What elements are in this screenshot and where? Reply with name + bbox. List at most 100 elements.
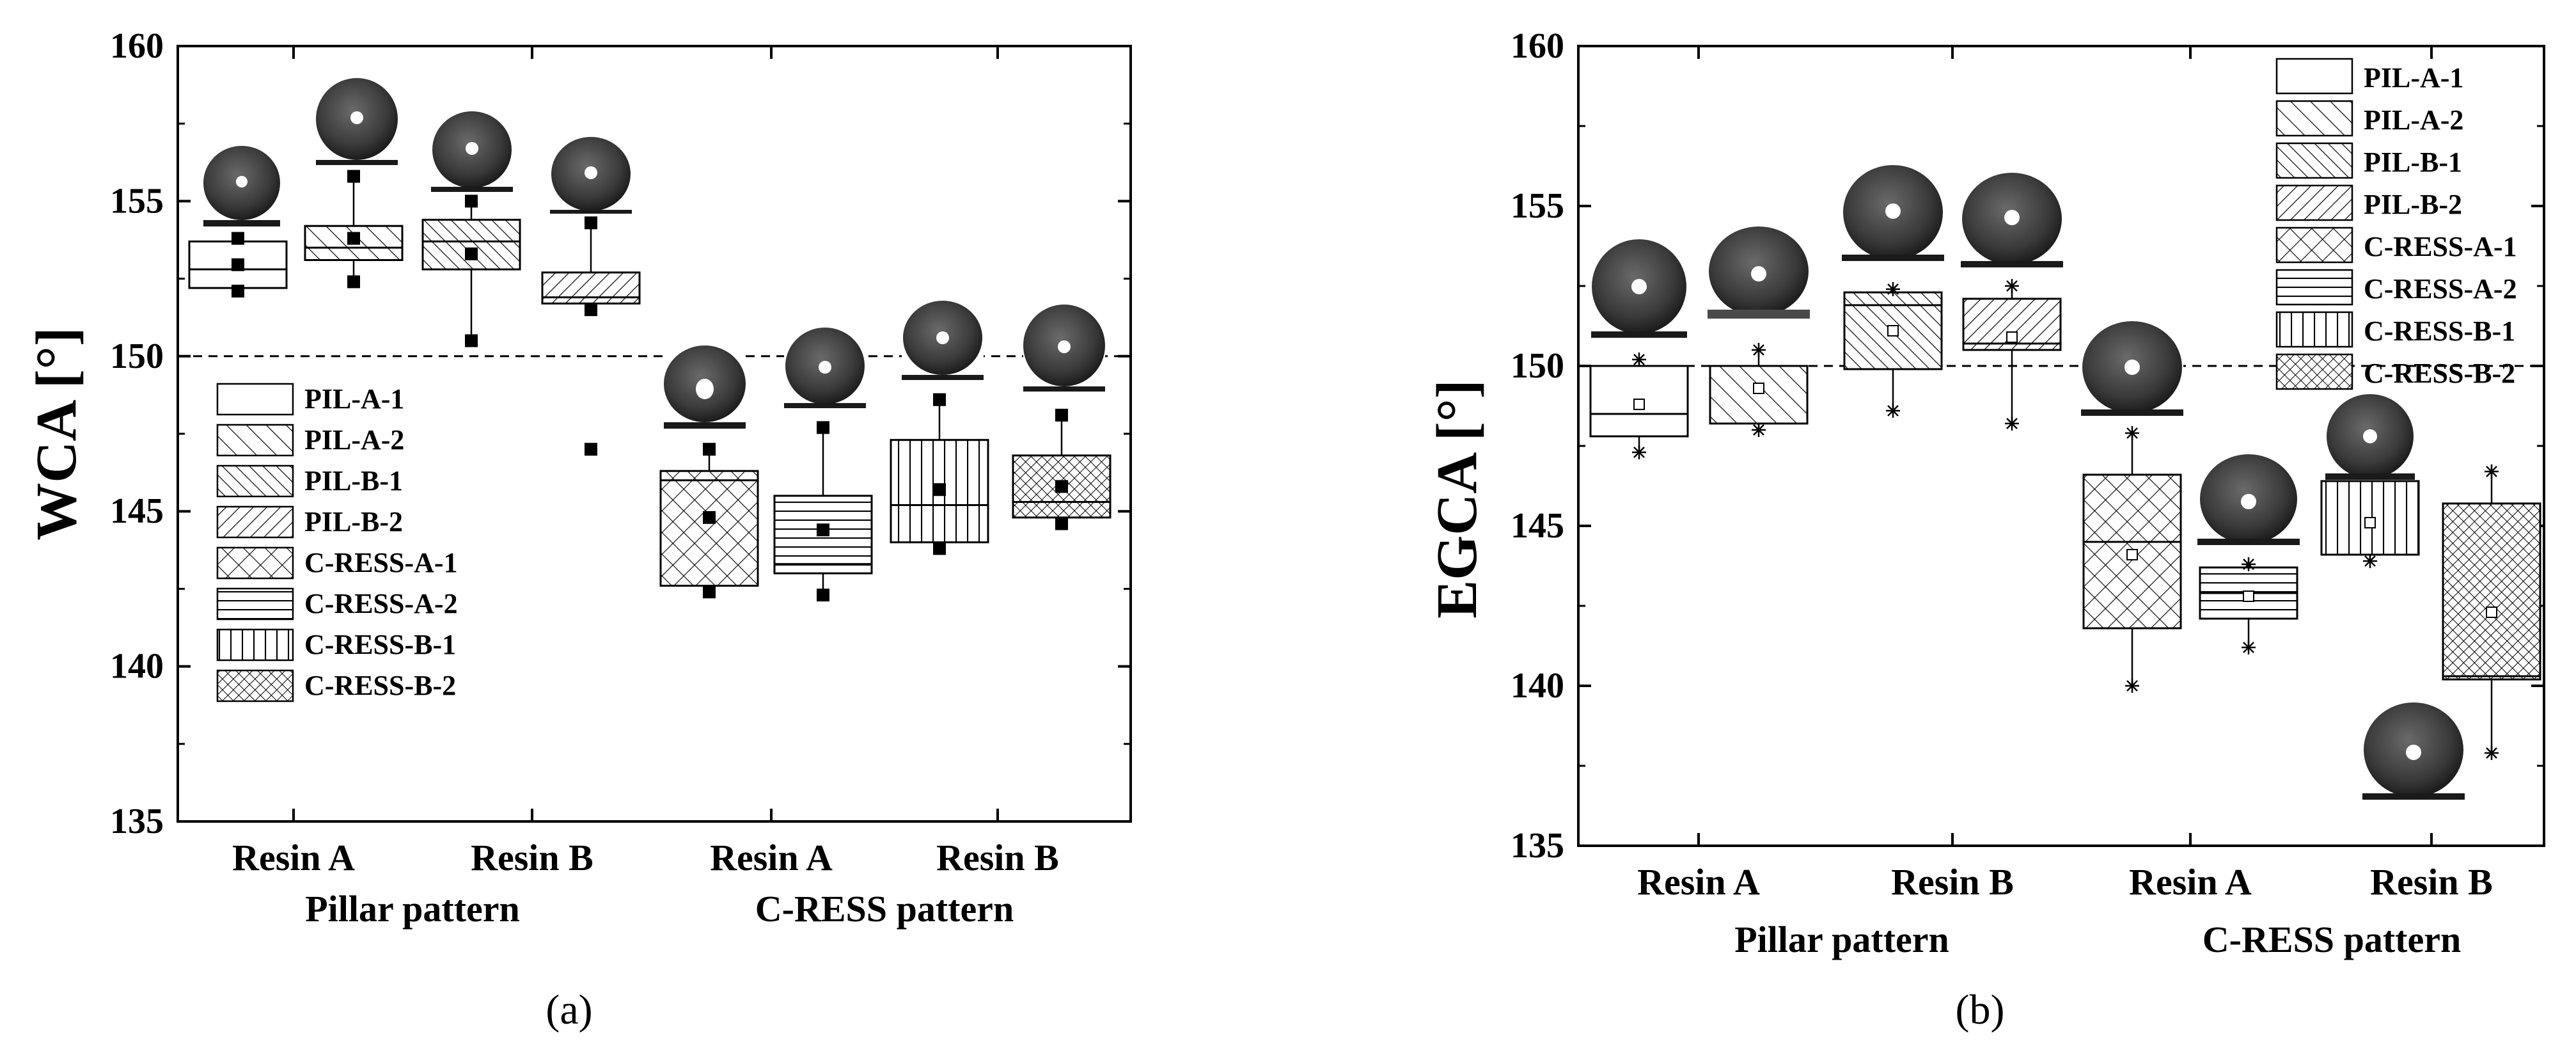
outlier-marker (1632, 445, 1646, 459)
y-tick-label: 160 (1511, 26, 1564, 66)
droplet-image (1961, 171, 2063, 267)
box-pil-a-2 (304, 170, 404, 289)
box-pil-b-2 (541, 216, 641, 456)
y-tick-label: 135 (110, 802, 164, 841)
outlier-marker (817, 421, 829, 434)
outlier-stroke (2126, 427, 2138, 439)
outlier-marker (933, 542, 946, 555)
mean-marker (2006, 331, 2018, 343)
legend-swatch (2275, 269, 2353, 306)
y-axis: 135 140 145 150 155 160 (110, 26, 1131, 841)
outlier-stroke (1633, 354, 1645, 365)
outlier-marker (2242, 557, 2256, 571)
droplet-image (2325, 393, 2415, 480)
x-category-label: Resin A (710, 837, 833, 878)
legend-label: PIL-B-1 (304, 465, 403, 496)
legend-swatch (216, 628, 294, 662)
panel-label: (a) (546, 987, 592, 1033)
box-pil-a-1 (1589, 353, 1689, 459)
legend-swatch (2275, 142, 2353, 179)
legend-label: C-RESS-A-2 (2364, 273, 2517, 305)
droplet-image (1023, 303, 1105, 393)
outlier-stroke (2006, 280, 2018, 292)
box-pil-b-1 (421, 194, 521, 347)
outlier-stroke (2126, 680, 2138, 692)
box-c-ress-a-1 (659, 443, 759, 599)
outlier-stroke (2006, 418, 2018, 429)
x-category-label: Resin A (232, 837, 355, 878)
droplet-images (203, 75, 1105, 429)
legend-label: C-RESS-A-1 (304, 547, 458, 578)
outlier-marker (347, 275, 360, 289)
legend-swatch (216, 383, 294, 416)
box-pil-b-2 (1962, 279, 2062, 431)
outlier-marker (2125, 426, 2139, 440)
outlier-marker (2485, 464, 2499, 479)
box (1709, 365, 1809, 425)
droplet-image (1708, 224, 1810, 320)
droplet-image (203, 141, 280, 226)
panel-a: 135 140 145 150 155 160 PIL-A-1 PIL-A-2 PIL-B-1… (25, 26, 1132, 1033)
outlier-marker (1055, 408, 1068, 422)
y-tick-label: 160 (110, 26, 164, 66)
box-c-ress-a-2 (2199, 557, 2298, 654)
x-axis-groups: Pillar pattern C-RESS pattern (305, 888, 1014, 930)
box (2442, 502, 2541, 681)
outlier-marker (2485, 746, 2499, 760)
legend-swatch (2275, 184, 2353, 221)
legend-swatch (216, 669, 294, 702)
box (541, 271, 641, 305)
outlier-marker (347, 170, 360, 183)
box (421, 218, 521, 271)
y-tick-label: 145 (1511, 506, 1564, 546)
outlier-marker (1055, 517, 1068, 530)
x-category-label: Resin B (2370, 861, 2493, 903)
x-group-label: C-RESS pattern (2203, 919, 2461, 960)
x-axis-groups: Pillar pattern C-RESS pattern (1734, 919, 2461, 960)
outlier-marker (465, 194, 478, 208)
mean-marker (817, 523, 829, 537)
outlier-stroke (1633, 447, 1645, 458)
outlier-marker (2242, 640, 2256, 654)
box-pil-a-2 (1709, 343, 1809, 437)
legend-swatch (216, 424, 294, 457)
legend-label: C-RESS-B-2 (304, 670, 456, 701)
mean-marker (703, 511, 716, 524)
y-tick-label: 150 (1511, 346, 1564, 386)
y-tick-label: 145 (110, 491, 164, 531)
droplet-image (550, 134, 632, 215)
mean-marker (933, 483, 946, 496)
outlier-stroke (2364, 555, 2376, 567)
x-category-label: Resin B (471, 837, 593, 878)
droplet-image (902, 298, 984, 380)
outlier-marker (585, 443, 597, 456)
droplet-image (1591, 237, 1687, 338)
x-axis-categories: Resin A Resin B Resin A Resin B (232, 837, 1059, 878)
legend: PIL-A-1 PIL-A-2 PIL-B-1 PIL-B-2 C-RESS-A-1 C-… (2275, 58, 2517, 390)
outlier-stroke (1887, 283, 1899, 295)
droplet-image (2362, 701, 2465, 800)
legend-label: C-RESS-A-2 (304, 588, 458, 619)
outlier-stroke (2243, 642, 2254, 653)
outlier-marker (585, 216, 597, 230)
y-axis: 135 140 145 150 155 160 (1511, 26, 2544, 866)
mean-marker (1055, 480, 1068, 493)
legend-swatch (2275, 58, 2353, 95)
mean-marker (2486, 606, 2497, 618)
outlier-marker (1752, 343, 1766, 357)
box (659, 470, 759, 587)
outlier-marker (817, 589, 829, 602)
droplet-images (1591, 164, 2465, 800)
outlier-marker (465, 334, 478, 347)
legend-label: C-RESS-B-2 (2364, 358, 2515, 389)
legend-label: PIL-B-2 (2364, 189, 2462, 220)
legend-label: PIL-A-1 (2364, 62, 2463, 93)
y-tick-label: 140 (110, 647, 164, 686)
legend-swatch (2275, 100, 2353, 137)
panel-label: (b) (1956, 987, 2005, 1033)
droplet-image (664, 345, 746, 429)
box-series (1589, 279, 2541, 760)
legend-swatch (216, 464, 294, 498)
mean-marker (465, 247, 478, 260)
